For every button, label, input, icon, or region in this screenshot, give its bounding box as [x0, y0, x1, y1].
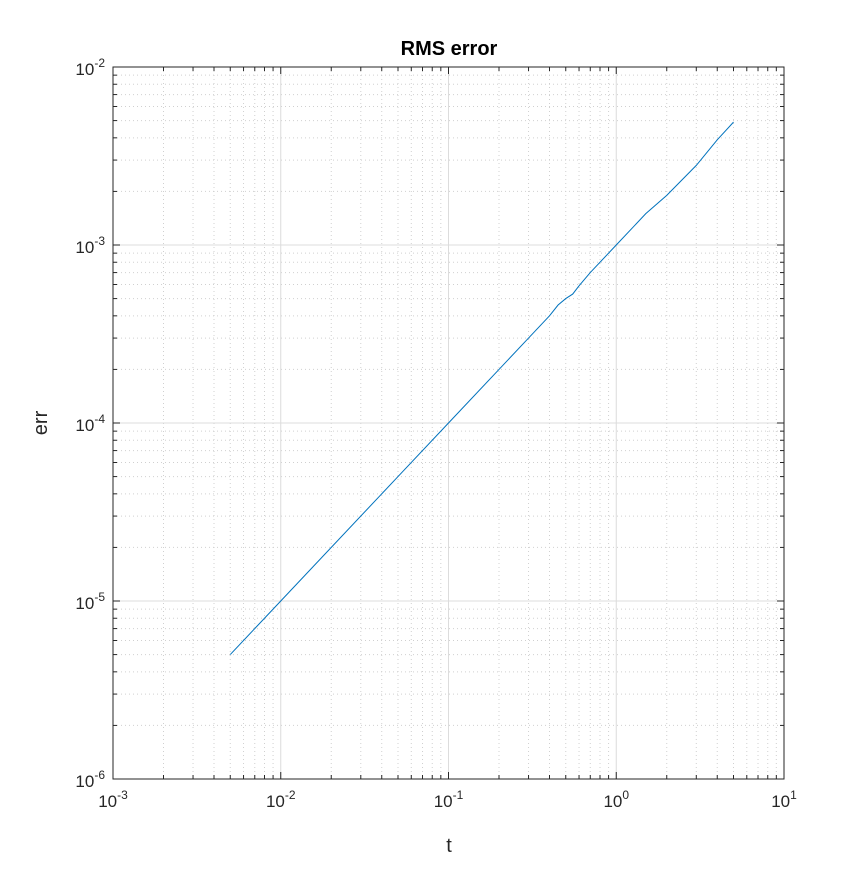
- y-tick-label: 10-4: [75, 412, 105, 435]
- major-ticks: [112, 66, 785, 780]
- y-tick-label: 10-6: [75, 768, 105, 791]
- y-tick-labels: 10-6 10-5 10-4 10-3 10-2: [75, 56, 105, 791]
- x-tick-label: 101: [771, 788, 797, 811]
- series-layer: [229, 121, 734, 655]
- chart-title: RMS error: [401, 38, 498, 60]
- series-line: [229, 121, 734, 655]
- y-tick-label: 10-3: [75, 234, 105, 257]
- x-tick-label: 100: [603, 788, 629, 811]
- x-tick-label: 10-3: [98, 788, 128, 811]
- x-tick-labels: 10-3 10-2 10-1 100 101: [98, 788, 797, 811]
- x-axis-label: t: [446, 835, 452, 857]
- y-tick-label: 10-5: [75, 590, 105, 613]
- y-tick-label: 10-2: [75, 56, 105, 79]
- y-axis-label: err: [30, 410, 52, 435]
- x-tick-label: 10-2: [266, 788, 296, 811]
- minor-ticks: [113, 67, 784, 779]
- x-tick-label: 10-1: [434, 788, 464, 811]
